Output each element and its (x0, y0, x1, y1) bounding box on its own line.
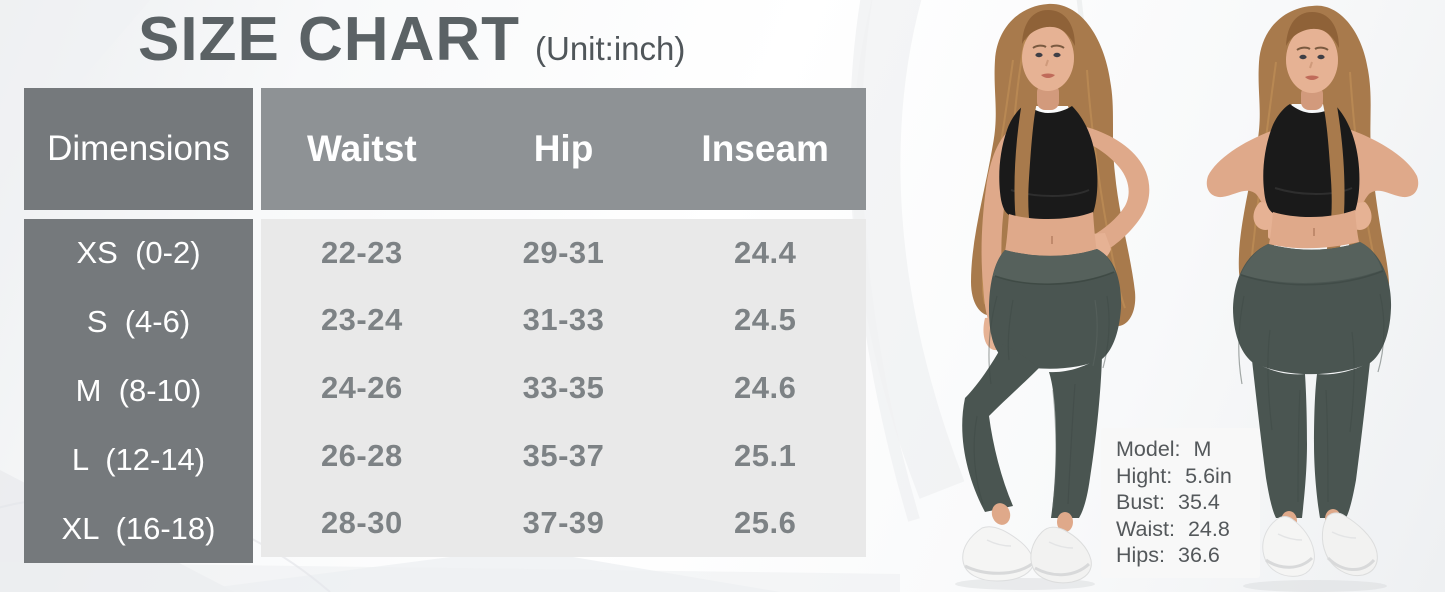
size-label-xl: XL (16-18) (61, 510, 216, 546)
hip-value: 33-35 (522, 369, 605, 405)
model-info-value: 5.6in (1185, 463, 1232, 488)
hip-value: 37-39 (522, 505, 605, 541)
leggings-texture (973, 295, 1110, 505)
waist-value: 23-24 (320, 302, 403, 338)
hip-value: 35-37 (522, 437, 605, 473)
model-info-value: 36.6 (1177, 543, 1220, 567)
model-info-label: Bust: (1116, 490, 1165, 514)
model-info-value: M (1193, 437, 1212, 461)
inseam-value: 25.6 (734, 505, 797, 541)
size-label-s: S (4-6) (86, 304, 191, 340)
model-info-line: Waist: 24.8 (1116, 516, 1254, 543)
size-label-m: M (8-10) (75, 372, 202, 408)
model-info-box: Model: M Hight: 5.6in Bust: 35.4 Waist: … (1101, 428, 1260, 578)
model-info-value: 24.8 (1187, 516, 1230, 541)
table-row: 28-30 37-39 25.6 (261, 489, 866, 557)
table-row: 26-28 35-37 25.1 (261, 422, 866, 490)
hip-value: 29-31 (522, 234, 605, 270)
dimensions-header-cell: Dimensions (24, 88, 253, 210)
hip-value: 31-33 (522, 302, 605, 338)
model-info-line: Model: M (1116, 436, 1254, 463)
model-photo-pose-hand-on-hip (955, 3, 1150, 590)
column-header-hip: Hip (533, 128, 594, 169)
leggings-texture (1238, 293, 1385, 503)
inseam-value: 24.6 (734, 369, 797, 405)
model-info-line: Bust: 35.4 (1116, 489, 1254, 516)
waist-value: 28-30 (320, 505, 403, 541)
size-label-l: L (12-14) (71, 441, 206, 477)
model-info-label: Hips: (1116, 543, 1165, 567)
inseam-value: 24.4 (734, 234, 797, 270)
model-photo-pose-hands-at-waist (1206, 5, 1419, 592)
model-info-label: Model: (1116, 437, 1181, 461)
waist-value: 26-28 (320, 437, 403, 473)
model-info-line: Hips: 36.6 (1116, 542, 1254, 569)
table-row: 23-24 31-33 24.5 (261, 287, 866, 355)
page-title: SIZE CHART (138, 5, 520, 74)
size-label-xs: XS (0-2) (76, 235, 201, 271)
waist-value: 22-23 (320, 234, 403, 270)
title-unit-label: (Unit:inch) (535, 30, 686, 67)
inseam-value: 25.1 (734, 437, 797, 473)
model-info-line: Hight: 5.6in (1116, 463, 1254, 490)
model-info-label: Waist: (1116, 516, 1175, 541)
inseam-value: 24.5 (734, 302, 797, 338)
title-block: SIZE CHART (Unit:inch) (138, 4, 685, 75)
measurement-header-row: Waitst Hip Inseam (261, 88, 866, 210)
table-row: 22-23 29-31 24.4 (261, 219, 866, 287)
measurements-body: 22-23 29-31 24.4 23-24 31-33 24.5 24-26 … (261, 219, 866, 557)
size-labels-column: XS (0-2) S (4-6) M (8-10) L (12-14) XL (… (24, 219, 253, 563)
table-row: 24-26 33-35 24.6 (261, 354, 866, 422)
column-header-waist: Waitst (307, 128, 417, 169)
model-info-value: 35.4 (1178, 490, 1220, 514)
face-features (1032, 44, 1065, 78)
model-info-label: Hight: (1116, 463, 1173, 488)
column-header-inseam: Inseam (701, 128, 829, 169)
waist-value: 24-26 (320, 369, 403, 405)
face-features (1296, 46, 1329, 80)
